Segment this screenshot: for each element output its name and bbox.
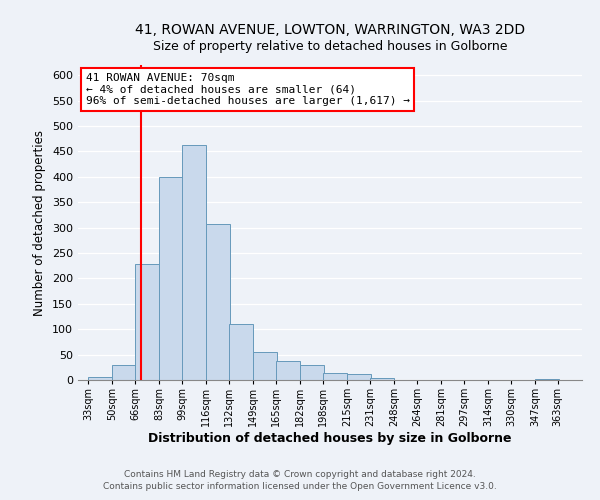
Bar: [253, 352, 277, 380]
Bar: [370, 378, 394, 380]
Bar: [206, 224, 230, 380]
Y-axis label: Number of detached properties: Number of detached properties: [34, 130, 46, 316]
Text: 41 ROWAN AVENUE: 70sqm
← 4% of detached houses are smaller (64)
96% of semi-deta: 41 ROWAN AVENUE: 70sqm ← 4% of detached …: [86, 73, 410, 106]
Bar: [182, 145, 206, 380]
Bar: [112, 365, 136, 380]
X-axis label: Distribution of detached houses by size in Golborne: Distribution of detached houses by size …: [148, 432, 512, 445]
Bar: [135, 264, 159, 380]
Text: Contains HM Land Registry data © Crown copyright and database right 2024.: Contains HM Land Registry data © Crown c…: [124, 470, 476, 479]
Bar: [347, 374, 371, 380]
Bar: [301, 366, 324, 380]
Text: Contains public sector information licensed under the Open Government Licence v3: Contains public sector information licen…: [103, 482, 497, 491]
Bar: [276, 360, 300, 380]
Text: 41, ROWAN AVENUE, LOWTON, WARRINGTON, WA3 2DD: 41, ROWAN AVENUE, LOWTON, WARRINGTON, WA…: [135, 22, 525, 36]
Bar: [229, 324, 253, 380]
Bar: [160, 177, 183, 380]
Text: Size of property relative to detached houses in Golborne: Size of property relative to detached ho…: [153, 40, 507, 53]
Bar: [323, 373, 347, 380]
Bar: [535, 379, 559, 380]
Bar: [88, 378, 112, 380]
